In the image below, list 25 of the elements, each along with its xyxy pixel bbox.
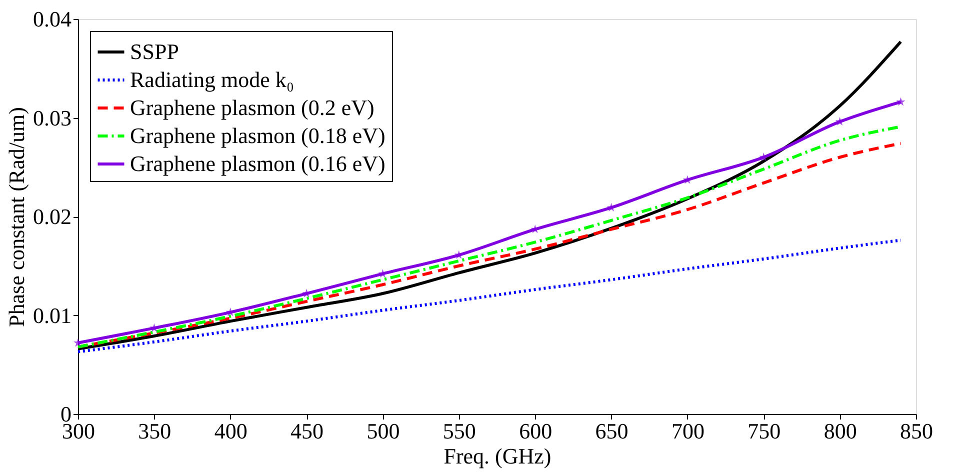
x-tick-label: 850 xyxy=(900,418,933,444)
x-tick-label: 450 xyxy=(290,418,324,444)
y-tick-label: 0.01 xyxy=(33,302,72,328)
legend-label: Radiating mode k₀ xyxy=(130,67,294,92)
y-axis-title: Phase constant (Rad/um) xyxy=(4,107,29,327)
x-tick-label: 600 xyxy=(519,418,552,444)
x-tick-label: 550 xyxy=(442,418,476,444)
legend-label: SSPP xyxy=(130,39,179,64)
y-tick-label: 0.03 xyxy=(33,105,72,130)
x-tick-label: 700 xyxy=(671,418,704,444)
line-series xyxy=(76,238,902,354)
y-tick-label: 0.02 xyxy=(33,204,72,229)
legend-label: Graphene plasmon (0.16 eV) xyxy=(130,151,386,176)
x-tick-label: 350 xyxy=(138,418,172,444)
x-tick-label: 500 xyxy=(366,418,400,444)
legend-label: Graphene plasmon (0.2 eV) xyxy=(130,95,374,120)
legend-label: Graphene plasmon (0.18 eV) xyxy=(130,123,386,148)
point xyxy=(896,97,906,106)
x-tick-label: 800 xyxy=(824,418,857,444)
x-tick-label: 650 xyxy=(595,418,628,444)
x-axis-title: Freq. (GHz) xyxy=(444,444,552,468)
x-tick-label: 400 xyxy=(214,418,248,444)
x-tick-label: 750 xyxy=(748,418,781,444)
line-series xyxy=(76,40,902,350)
y-tick-label: 0.04 xyxy=(33,6,72,32)
